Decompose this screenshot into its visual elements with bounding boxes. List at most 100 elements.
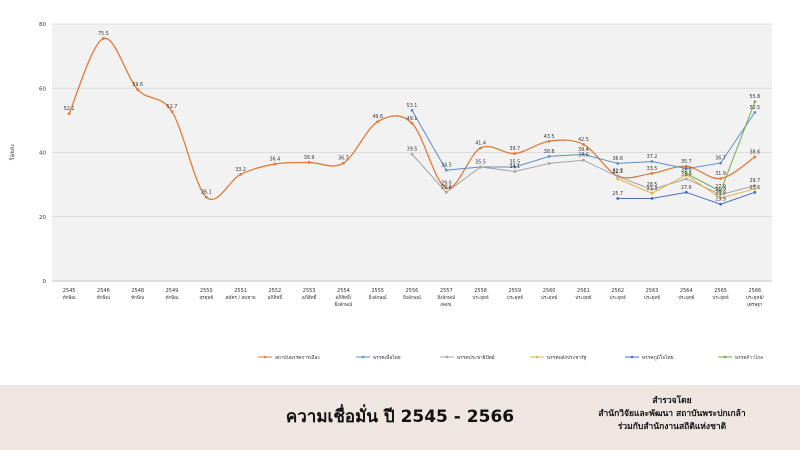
data-point [582, 153, 585, 156]
legend-label: พรรคเพื่อไทย [373, 354, 401, 361]
data-point [273, 162, 277, 166]
data-point [170, 110, 174, 114]
x-tick-year: 2562 [611, 288, 624, 294]
data-point [239, 172, 242, 176]
y-tick-label: 0 [43, 279, 47, 285]
data-point [616, 197, 620, 200]
x-tick-year: 2565 [714, 288, 727, 294]
data-point [410, 152, 414, 156]
data-point [479, 146, 482, 150]
data-label: 28.5 [647, 182, 658, 188]
data-label: 26.9 [715, 187, 726, 193]
data-point [547, 139, 551, 143]
x-tick-name: ประยุทธ์ [541, 294, 558, 301]
x-tick-name: ประยุทธ์ [644, 294, 661, 301]
data-label: 39.4 [578, 147, 589, 153]
data-label: 55.8 [750, 94, 761, 100]
data-label: 27.9 [715, 184, 726, 190]
data-point [67, 112, 71, 116]
x-axis: 2545ทักษิณ2546ทักษิณ2548ทักษิณ2549ทักษิณ… [63, 288, 765, 308]
data-label: 31.9 [715, 171, 726, 177]
data-label: 52.5 [750, 105, 761, 111]
data-label: 59.6 [132, 82, 143, 88]
legend-marker [630, 355, 634, 359]
data-point [376, 120, 380, 124]
x-tick-year: 2546 [97, 288, 110, 294]
data-point [650, 197, 654, 200]
x-tick-name: ประยุทธ์/ [746, 294, 764, 301]
x-tick-name: ประยุทธ์ [678, 294, 695, 301]
series-lines [67, 37, 757, 206]
data-point [513, 152, 517, 155]
footer-credit: สำรวจโดย สำนักวิจัยและพัฒนา สถาบันพระปกเ… [562, 395, 782, 434]
data-label: 42.5 [578, 137, 589, 143]
data-point [684, 190, 688, 194]
x-tick-year: 2563 [646, 288, 659, 294]
x-tick-year: 2564 [680, 288, 693, 294]
x-tick-name: ยิ่งลักษณ์ [403, 294, 422, 301]
data-label: 36.7 [715, 156, 726, 162]
legend-label: พรรคพลังประชารัฐ [547, 355, 587, 361]
x-tick-name: ทักษิณ [97, 294, 111, 301]
data-point [719, 202, 722, 206]
x-tick-name: ประยุทธ์ [472, 294, 489, 301]
x-tick-name: สุรยุทธ์ [199, 294, 213, 301]
data-label: 39.7 [510, 146, 521, 152]
data-point [444, 190, 448, 194]
x-tick-year: 2560 [543, 288, 556, 294]
data-point [307, 161, 311, 164]
data-label: 39.5 [407, 147, 418, 153]
data-point [342, 161, 345, 165]
x-tick-year: 2556 [406, 288, 419, 294]
data-label: 41.4 [475, 141, 486, 147]
x-tick-year: 2557 [440, 288, 453, 294]
data-label: 34.5 [441, 163, 452, 169]
x-tick-year: 2549 [166, 288, 179, 294]
data-point [719, 161, 722, 165]
x-tick-year: 2561 [577, 288, 590, 294]
data-label: 29.7 [750, 178, 761, 184]
legend-marker [361, 355, 365, 359]
x-tick-name: /คสช. [440, 302, 452, 308]
data-point [684, 171, 688, 175]
data-point [410, 109, 414, 112]
data-labels: 52.1 75.5 59.6 52.7 26.1 33.2 36.4 36.9 36.7 49.6… [64, 31, 760, 203]
data-label: 27.6 [750, 185, 761, 191]
data-label: 49.6 [372, 114, 383, 120]
series-line-0 [68, 37, 756, 201]
data-label: 49.1 [407, 116, 418, 122]
data-point [513, 165, 517, 169]
legend-label: พรรคก้าวไกล [735, 354, 763, 361]
data-point [719, 193, 722, 196]
data-label: 25.7 [612, 191, 623, 197]
x-tick-year: 2559 [508, 288, 521, 294]
x-tick-name: อภิสิทธิ์ [268, 293, 284, 301]
x-tick-name: ทักษิณ [165, 294, 179, 301]
data-point [650, 171, 654, 175]
data-label: 53.1 [407, 103, 418, 109]
data-label: 35.5 [510, 159, 521, 165]
data-point [513, 170, 517, 173]
data-point [753, 184, 757, 187]
x-tick-name: ทักษิณ [63, 294, 77, 301]
legend-label: พรรคประชาธิปัตย์ [457, 354, 495, 361]
credit-line-3: ร่วมกับสำนักงานสถิติแห่งชาติ [617, 422, 727, 432]
data-point [616, 177, 620, 181]
x-tick-name: ทักษิณ [131, 294, 145, 301]
data-point [582, 143, 585, 146]
y-axis-title: ร้อยละ [9, 143, 16, 160]
data-label: 38.6 [750, 149, 761, 155]
data-point [753, 187, 757, 191]
x-tick-year: 2545 [63, 288, 76, 294]
x-tick-name: ยิ่งลักษณ์ [368, 294, 387, 301]
x-tick-year: 2555 [371, 288, 384, 294]
data-label: 36.9 [304, 155, 315, 161]
data-label: 52.1 [64, 106, 75, 112]
x-tick-year: 2552 [268, 288, 281, 294]
data-label: 36.7 [338, 156, 349, 162]
data-point [616, 175, 620, 178]
data-point [102, 37, 105, 40]
data-label: 25.8 [715, 191, 726, 197]
x-tick-name: ประยุทธ์ [610, 294, 627, 301]
